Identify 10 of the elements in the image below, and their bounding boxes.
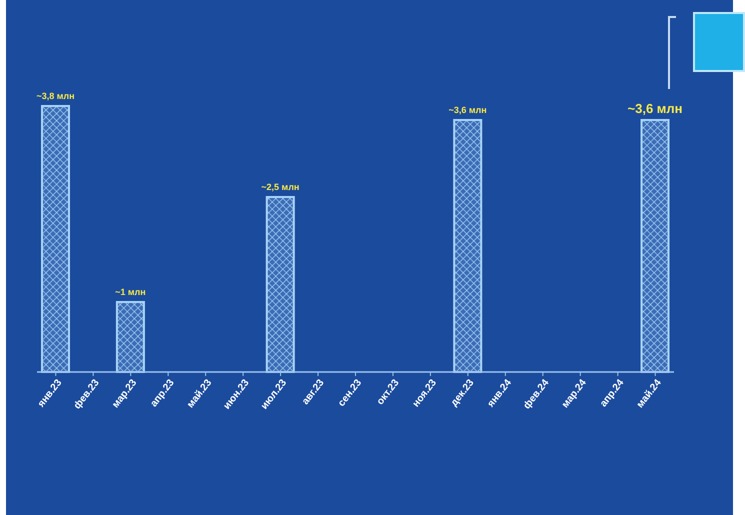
- bar: [41, 105, 70, 373]
- data-label: ~1 млн: [115, 287, 146, 297]
- bar: [640, 119, 670, 373]
- data-label: ~3,6 млн: [448, 105, 487, 115]
- bar: [116, 301, 145, 373]
- data-label: ~3,6 млн: [628, 101, 683, 116]
- data-label: ~3,8 млн: [36, 91, 75, 101]
- data-label: ~2,5 млн: [261, 182, 300, 192]
- bar: [266, 196, 295, 373]
- bar: [453, 119, 482, 373]
